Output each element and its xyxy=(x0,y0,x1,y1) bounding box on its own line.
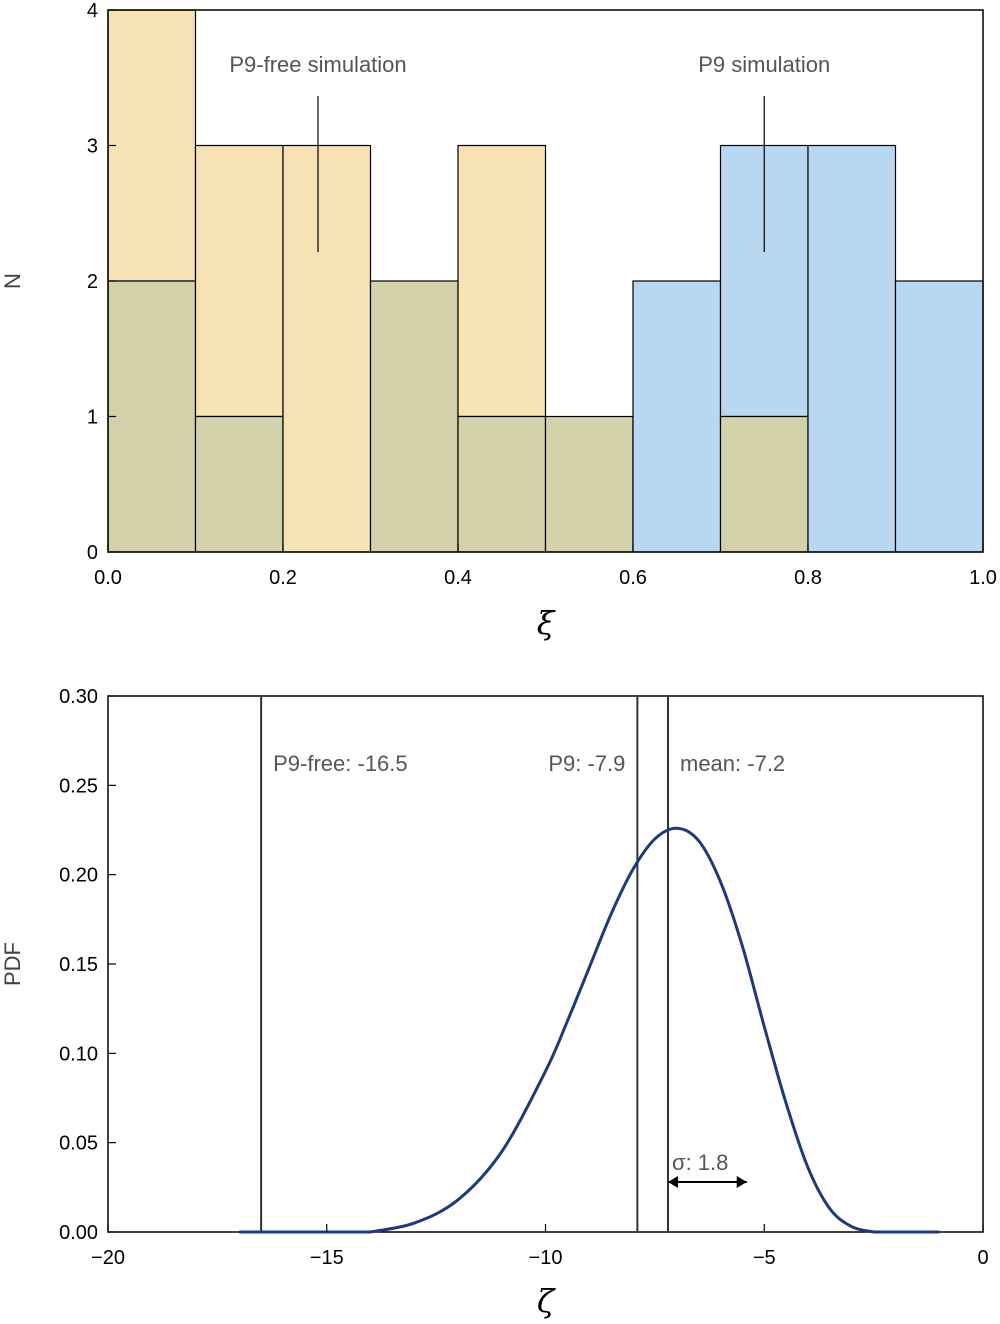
histogram-bar-overlap xyxy=(719,415,809,553)
pdf-annotations: P9-free: -16.5 P9: -7.9 mean: -7.2 xyxy=(273,751,785,776)
y-tick-label: 0.15 xyxy=(59,954,98,976)
histogram-bar-overlap xyxy=(457,415,547,553)
x-tick-label: 0 xyxy=(977,1247,988,1269)
pdf-x-axis-label: ζ xyxy=(537,1282,556,1320)
vertical-marker-label: mean: -7.2 xyxy=(680,751,785,776)
y-tick-label: 0 xyxy=(87,542,98,564)
y-tick-label: 0.25 xyxy=(59,775,98,797)
y-tick-label: 0.00 xyxy=(59,1222,98,1244)
histogram-y-axis-label: N xyxy=(0,273,25,289)
y-tick-label: 4 xyxy=(87,0,98,22)
histogram-bars xyxy=(107,9,984,553)
histogram-bar-p9-free xyxy=(107,9,197,282)
pdf-curve xyxy=(239,826,940,1234)
sigma-arrow-left xyxy=(668,1175,678,1188)
x-tick-label: 0.2 xyxy=(269,567,297,589)
sigma-label: σ: 1.8 xyxy=(672,1150,728,1175)
annotation-label: P9-free simulation xyxy=(229,52,406,77)
y-tick-label: 1 xyxy=(87,407,98,429)
histogram-bar-overlap xyxy=(369,280,459,553)
histogram-bar-p9 xyxy=(807,144,897,553)
histogram-ticks: 0.0 0.2 0.4 0.6 0.8 1.0 0 1 2 3 4 xyxy=(87,0,997,589)
pdf-vertical-lines xyxy=(260,696,669,1232)
histogram-annotations: P9-free simulation P9 simulation xyxy=(229,52,830,252)
x-tick-label: −5 xyxy=(753,1247,776,1269)
x-tick-label: 0.6 xyxy=(619,567,647,589)
x-tick-label: 1.0 xyxy=(969,567,997,589)
histogram-bar-p9-free xyxy=(457,144,547,418)
pdf-frame xyxy=(107,695,984,1233)
pdf-y-axis-label: PDF xyxy=(0,942,25,986)
x-tick-label: −10 xyxy=(529,1247,563,1269)
y-tick-label: 0.05 xyxy=(59,1133,98,1155)
histogram-bar-p9 xyxy=(894,280,984,553)
histogram-bar-p9-free xyxy=(194,144,284,418)
x-tick-label: 0.4 xyxy=(444,567,472,589)
pdf-ticks: −20 −15 −10 −5 0 0.00 0.05 0.10 0.15 0.20 0.25 0.30 xyxy=(59,686,989,1269)
y-tick-label: 2 xyxy=(87,271,98,293)
x-tick-label: 0.0 xyxy=(94,567,122,589)
histogram-bar-overlap xyxy=(544,415,634,553)
sigma-indicator: σ: 1.8 xyxy=(668,1150,747,1188)
y-tick-label: 0.20 xyxy=(59,865,98,887)
x-tick-label: −20 xyxy=(91,1247,125,1269)
sigma-arrow-right xyxy=(736,1175,747,1188)
histogram-bar-p9 xyxy=(632,280,722,553)
annotation-label: P9 simulation xyxy=(698,52,830,77)
y-tick-label: 0.30 xyxy=(59,686,98,708)
x-tick-label: −15 xyxy=(310,1247,344,1269)
y-tick-label: 0.10 xyxy=(59,1043,98,1065)
histogram-bar-p9-free xyxy=(282,144,372,553)
histogram-bar-overlap xyxy=(194,415,284,553)
vertical-marker-label: P9-free: -16.5 xyxy=(273,751,408,776)
histogram-chart: 0.0 0.2 0.4 0.6 0.8 1.0 0 1 2 3 4 P9-free simulati… xyxy=(0,0,997,642)
pdf-chart: σ: 1.8 −20 −15 −10 −5 0 0.00 0.05 0.10 0.15 0.20 0… xyxy=(0,686,989,1320)
vertical-marker-label: P9: -7.9 xyxy=(548,751,625,776)
histogram-x-axis-label: ξ xyxy=(537,604,556,642)
histogram-bar-overlap xyxy=(107,280,197,553)
x-tick-label: 0.8 xyxy=(794,567,822,589)
y-tick-label: 3 xyxy=(87,136,98,158)
